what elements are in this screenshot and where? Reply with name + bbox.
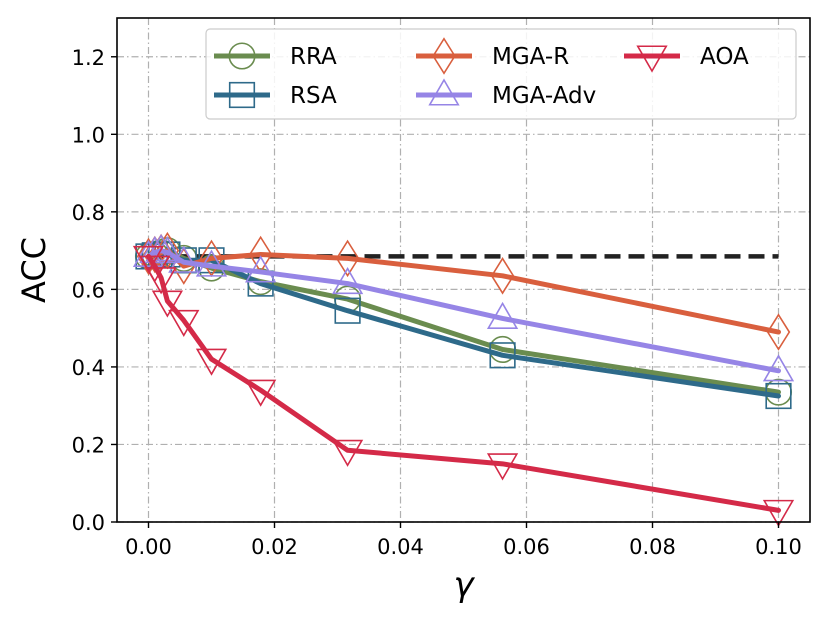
data-point [334, 297, 361, 324]
data-point [331, 439, 364, 467]
legend-box [205, 28, 797, 120]
legend-item-rsa: RSA [214, 81, 337, 109]
data-point [132, 239, 165, 267]
data-point [151, 290, 184, 318]
data-point [486, 453, 519, 481]
legend-item-mga-r: MGA-R [416, 37, 569, 75]
legend-item-rra: RRA [214, 42, 337, 70]
axis-ticks: 0.00 0.02 0.04 0.06 0.08 0.10 0.0 0.2 0.4 0.6 0.8 1… [72, 46, 802, 559]
data-point [489, 342, 516, 369]
legend-label: RRA [290, 44, 337, 70]
data-point [168, 309, 200, 338]
series-mga-r [136, 231, 791, 351]
y-tick-label: 0.4 [72, 356, 105, 380]
y-tick-label: 1.2 [72, 46, 105, 70]
x-axis-label: γ [453, 565, 475, 605]
x-tick-label: 0.00 [125, 535, 172, 559]
series-line [146, 248, 781, 374]
y-axis-label: ACC [15, 237, 53, 303]
y-tick-label: 1.0 [72, 123, 105, 147]
legend-marker [428, 78, 460, 106]
y-tick-label: 0.2 [72, 433, 105, 457]
y-tick-label: 0.8 [72, 201, 105, 225]
x-tick-label: 0.02 [251, 535, 298, 559]
legend-item-aoa: AOA [624, 44, 749, 73]
y-tick-label: 0.0 [72, 511, 105, 535]
legend-marker [228, 81, 256, 109]
series-group [132, 231, 795, 527]
data-point [486, 301, 519, 330]
legend-item-mga-adv: MGA-Adv [416, 78, 596, 109]
data-point [331, 266, 364, 295]
legend: RRA RSA MGA-R MGA-Adv AOA [205, 28, 797, 120]
y-tick-label: 0.6 [72, 278, 105, 302]
legend-label: RSA [290, 83, 337, 109]
plot-frame [116, 17, 811, 523]
series-line [146, 251, 781, 399]
data-point [762, 354, 795, 382]
data-point [245, 379, 277, 407]
x-tick-label: 0.06 [503, 535, 550, 559]
series-line [146, 253, 781, 513]
x-tick-label: 0.10 [755, 535, 802, 559]
data-point [168, 245, 200, 273]
legend-marker [636, 45, 668, 73]
x-tick-label: 0.04 [377, 535, 424, 559]
data-point [490, 257, 515, 295]
data-point [762, 499, 795, 527]
x-tick-label: 0.08 [629, 535, 676, 559]
data-point [765, 382, 792, 410]
legend-marker [432, 37, 456, 75]
data-point [195, 348, 228, 376]
legend-label: MGA-R [492, 44, 569, 70]
legend-label: MGA-Adv [492, 83, 596, 109]
series-rra [134, 237, 793, 406]
data-point [245, 255, 277, 283]
legend-label: AOA [700, 44, 749, 70]
series-line [146, 248, 781, 335]
data-point [766, 313, 791, 351]
data-point [145, 234, 177, 262]
legend-marker [228, 42, 256, 70]
data-point [335, 239, 360, 278]
data-point [195, 249, 228, 277]
data-point [145, 267, 177, 295]
series-aoa [132, 245, 795, 527]
